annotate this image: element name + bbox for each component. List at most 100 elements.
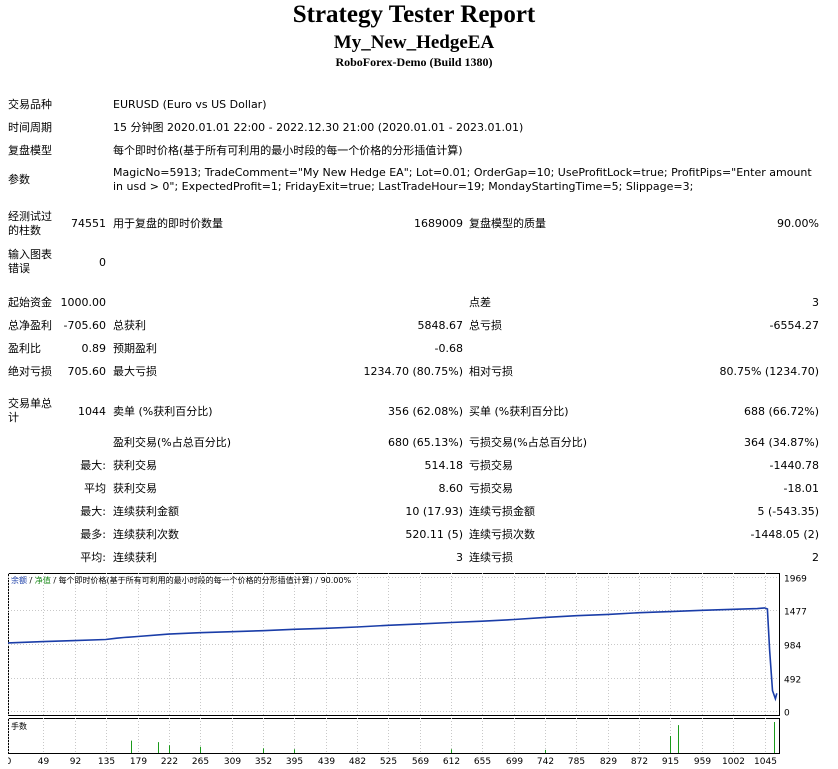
average-loss-label: 亏损交易: [469, 482, 513, 495]
x-tick-label: 135: [98, 757, 115, 767]
net-profit-label: 总净盈利: [8, 319, 52, 332]
average-prefix: 平均: [84, 482, 106, 495]
average-loss-value: -18.01: [783, 482, 819, 495]
max-consec-wins-value: 10 (17.93): [405, 505, 463, 518]
legend-equity: 净值: [34, 576, 51, 585]
loss-trades-value: 364 (34.87%): [743, 436, 819, 449]
x-tick-label: 92: [70, 757, 81, 767]
params-value: MagicNo=5913; TradeComment="My New Hedge…: [113, 166, 812, 193]
period-label: 时间周期: [8, 121, 52, 134]
most-consec-profit-label: 连续获利次数: [113, 528, 179, 541]
long-positions-label: 买单 (%获利百分比): [469, 405, 569, 418]
x-tick-label: 179: [130, 757, 147, 767]
largest-prefix: 最大:: [80, 459, 106, 472]
y-tick-label: 1969: [784, 575, 807, 585]
max-consec-losses-value: 5 (-543.35): [757, 505, 819, 518]
y-tick-label: 0: [784, 709, 790, 719]
x-tick-label: 525: [380, 757, 397, 767]
net-profit-value: -705.60: [63, 319, 106, 332]
x-tick-label: 612: [443, 757, 460, 767]
spread-label: 点差: [469, 296, 491, 309]
deposit-label: 起始资金: [8, 296, 52, 309]
x-tick-label: 699: [506, 757, 523, 767]
period-value: 15 分钟图 2020.01.01 22:00 - 2022.12.30 21:…: [113, 121, 524, 134]
errors-value: 0: [99, 256, 106, 269]
total-trades-label: 交易单总计: [8, 397, 52, 424]
server-info: RoboForex-Demo (Build 1380): [335, 55, 493, 69]
balance-line: [8, 607, 778, 702]
chart-legend: 余额 / 净值 / 每个即时价格(基于所有可利用的最小时段的每一个价格的分形插值…: [11, 576, 351, 586]
most-consec-loss-label: 连续亏损次数: [469, 528, 535, 541]
x-tick-label: 959: [694, 757, 711, 767]
x-tick-label: 439: [318, 757, 335, 767]
loss-trades-label: 亏损交易(%占总百分比): [469, 436, 588, 449]
rel-drawdown-value: 80.75% (1234.70): [719, 365, 819, 378]
abs-drawdown-label: 绝对亏损: [8, 365, 52, 378]
bars-value: 74551: [71, 217, 106, 230]
long-positions-value: 688 (66.72%): [743, 405, 819, 418]
model-label: 复盘模型: [8, 144, 52, 157]
x-tick-label: 482: [349, 757, 366, 767]
x-tick-label: 309: [224, 757, 241, 767]
legend-separator: /: [27, 576, 35, 585]
avg-consec-wins-label: 连续获利: [113, 551, 157, 564]
quality-value: 90.00%: [777, 217, 819, 230]
y-tick-label: 1477: [784, 608, 807, 618]
ticks-value: 1689009: [414, 217, 463, 230]
deposit-value: 1000.00: [60, 296, 107, 309]
x-tick-label: 569: [412, 757, 429, 767]
short-positions-label: 卖单 (%获利百分比): [113, 405, 213, 418]
max-prefix: 最大:: [80, 505, 106, 518]
gross-loss-label: 总亏损: [469, 319, 502, 332]
average-profit-label: 获利交易: [113, 482, 157, 495]
profit-trades-value: 680 (65.13%): [387, 436, 463, 449]
profit-trades-label: 盈利交易(%占总百分比): [113, 436, 232, 449]
most-prefix: 最多:: [80, 528, 106, 541]
spread-value: 3: [812, 296, 819, 309]
x-tick-label: 265: [192, 757, 209, 767]
symbol-label: 交易品种: [8, 98, 52, 111]
total-trades-value: 1044: [78, 405, 106, 418]
average-profit-value: 8.60: [438, 482, 464, 495]
errors-label: 输入图表错误: [8, 248, 52, 275]
gross-loss-value: -6554.27: [769, 319, 819, 332]
short-positions-value: 356 (62.08%): [387, 405, 463, 418]
quality-label: 复盘模型的质量: [469, 217, 546, 230]
largest-loss-label: 亏损交易: [469, 459, 513, 472]
x-tick-label: 352: [255, 757, 272, 767]
most-consec-profit-value: 520.11 (5): [405, 528, 463, 541]
most-consec-loss-value: -1448.05 (2): [750, 528, 819, 541]
max-drawdown-label: 最大亏损: [113, 365, 157, 378]
lots-label: 手数: [11, 722, 27, 731]
avg-consec-wins-value: 3: [456, 551, 463, 564]
rel-drawdown-label: 相对亏损: [469, 365, 513, 378]
lots-plot-frame: [8, 718, 780, 754]
largest-profit-label: 获利交易: [113, 459, 157, 472]
avg-consec-losses-value: 2: [812, 551, 819, 564]
abs-drawdown-value: 705.60: [67, 365, 107, 378]
avg-consec-losses-label: 连续亏损: [469, 551, 513, 564]
report-title: Strategy Tester Report: [292, 1, 536, 28]
x-tick-label: 1002: [722, 757, 745, 767]
x-tick-label: 0: [8, 757, 12, 767]
x-tick-label: 915: [662, 757, 679, 767]
gross-profit-value: 5848.67: [417, 319, 464, 332]
x-tick-label: 785: [568, 757, 585, 767]
x-tick-label: 222: [161, 757, 178, 767]
avg-prefix: 平均:: [80, 551, 106, 564]
legend-model: / 每个即时价格(基于所有可利用的最小时段的每一个价格的分形插值计算) / 90…: [50, 576, 352, 585]
x-tick-label: 1045: [754, 757, 777, 767]
expected-payoff-label: 预期盈利: [113, 342, 157, 355]
max-drawdown-value: 1234.70 (80.75%): [363, 365, 463, 378]
x-tick-label: 655: [474, 757, 491, 767]
largest-loss-value: -1440.78: [769, 459, 819, 472]
expected-payoff-value: -0.68: [434, 342, 463, 355]
y-tick-label: 492: [784, 676, 801, 686]
balance-chart: 0 49 92 135 179 222 265 309 352 395 439 482 525 569 61…: [8, 573, 807, 767]
main-plot-frame: [8, 573, 780, 716]
symbol-value: EURUSD (Euro vs US Dollar): [113, 98, 267, 111]
ticks-label: 用于复盘的即时价数量: [113, 217, 223, 230]
model-value: 每个即时价格(基于所有可利用的最小时段的每一个价格的分形插值计算): [113, 144, 463, 157]
x-tick-label: 395: [286, 757, 303, 767]
max-consec-losses-label: 连续亏损金额: [469, 505, 535, 518]
